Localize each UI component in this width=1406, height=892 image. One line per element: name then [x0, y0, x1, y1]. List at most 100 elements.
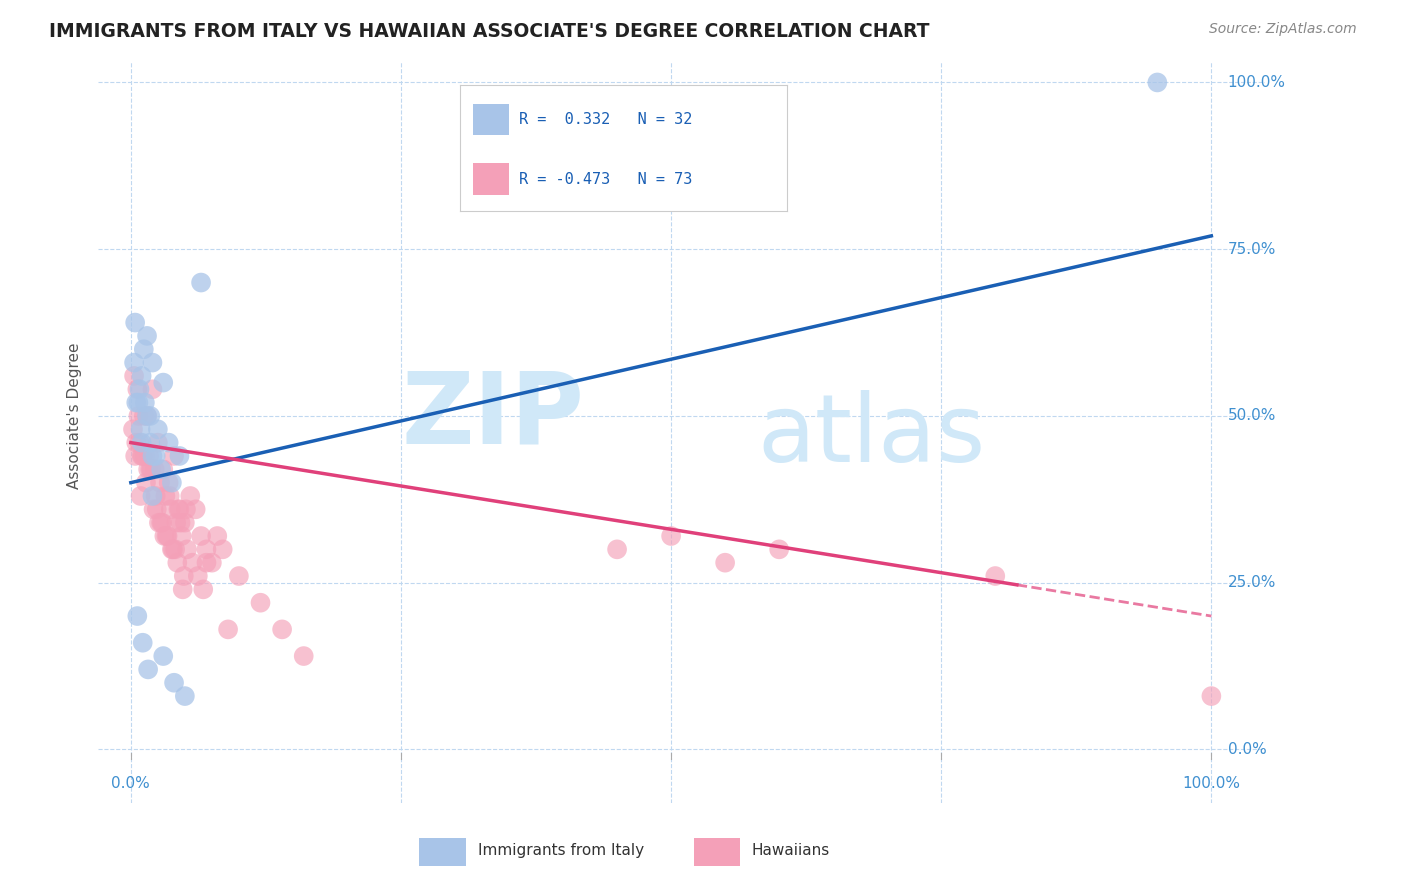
Point [169, 449, 191, 463]
Point [292, 648, 315, 663]
Point [139, 409, 162, 423]
Point [172, 582, 194, 597]
Point [132, 409, 155, 423]
Point [190, 276, 212, 290]
Point [127, 409, 149, 423]
Point [132, 343, 155, 357]
Point [176, 542, 198, 557]
Text: IMMIGRANTS FROM ITALY VS HAWAIIAN ASSOCIATE'S DEGREE CORRELATION CHART: IMMIGRANTS FROM ITALY VS HAWAIIAN ASSOCI… [49, 22, 929, 41]
Point [129, 489, 152, 503]
Point [187, 569, 209, 583]
Point [201, 556, 224, 570]
Point [195, 556, 218, 570]
Point [195, 542, 218, 557]
Point [659, 529, 682, 543]
Point [131, 368, 153, 383]
Point [163, 675, 186, 690]
Point [150, 516, 173, 530]
Point [124, 449, 146, 463]
Point [139, 435, 162, 450]
Point [136, 409, 159, 423]
Point [135, 475, 157, 490]
Point [217, 623, 239, 637]
Point [160, 542, 183, 557]
Point [128, 435, 150, 450]
Text: 25.0%: 25.0% [1227, 575, 1277, 591]
Point [152, 648, 174, 663]
Point [173, 516, 195, 530]
Point [132, 636, 155, 650]
Point [184, 502, 207, 516]
Point [131, 435, 153, 450]
Point [165, 516, 187, 530]
Point [127, 395, 149, 409]
Point [127, 382, 149, 396]
Point [145, 489, 167, 503]
Point [179, 489, 201, 503]
Point [984, 569, 1007, 583]
Point [211, 542, 233, 557]
Point [136, 662, 159, 676]
Point [122, 422, 145, 436]
Point [143, 462, 166, 476]
Text: 50.0%: 50.0% [1227, 409, 1277, 424]
Point [129, 422, 152, 436]
Point [159, 502, 181, 516]
Point [190, 529, 212, 543]
Text: 100.0%: 100.0% [1182, 776, 1240, 791]
Point [125, 435, 148, 450]
Text: Associate's Degree: Associate's Degree [67, 343, 82, 489]
Point [165, 542, 187, 557]
Point [136, 329, 159, 343]
Point [139, 462, 162, 476]
Point [145, 449, 167, 463]
Text: 100.0%: 100.0% [1227, 75, 1285, 90]
Point [142, 502, 165, 516]
Point [173, 569, 195, 583]
Point [125, 395, 148, 409]
Point [155, 529, 177, 543]
Point [122, 355, 145, 369]
Point [150, 516, 173, 530]
Point [150, 462, 173, 476]
Point [157, 435, 180, 450]
Point [141, 462, 163, 476]
Point [1146, 75, 1168, 89]
Point [170, 529, 193, 543]
Point [134, 449, 156, 463]
Point [207, 529, 229, 543]
Point [157, 475, 180, 490]
Text: ZIP: ZIP [402, 368, 585, 465]
Point [155, 489, 177, 503]
Point [122, 368, 145, 383]
Text: atlas: atlas [758, 390, 986, 482]
Point [134, 395, 156, 409]
Point [1201, 689, 1223, 703]
Point [128, 382, 150, 396]
Point [127, 609, 149, 624]
Point [138, 449, 160, 463]
Point [141, 449, 163, 463]
Point [136, 462, 159, 476]
Text: Source: ZipAtlas.com: Source: ZipAtlas.com [1209, 22, 1357, 37]
Point [148, 516, 170, 530]
Point [124, 316, 146, 330]
Point [174, 502, 197, 516]
Point [169, 516, 191, 530]
Point [163, 449, 186, 463]
Point [167, 502, 190, 516]
Point [146, 502, 169, 516]
Point [146, 435, 169, 450]
Point [181, 556, 204, 570]
Point [141, 382, 163, 396]
Point [162, 542, 184, 557]
Point [156, 529, 179, 543]
Text: 0.0%: 0.0% [111, 776, 150, 791]
Point [132, 449, 155, 463]
Point [131, 449, 153, 463]
Point [149, 475, 172, 490]
Point [141, 355, 163, 369]
Point [146, 422, 169, 436]
Point [606, 542, 628, 557]
Point [768, 542, 790, 557]
